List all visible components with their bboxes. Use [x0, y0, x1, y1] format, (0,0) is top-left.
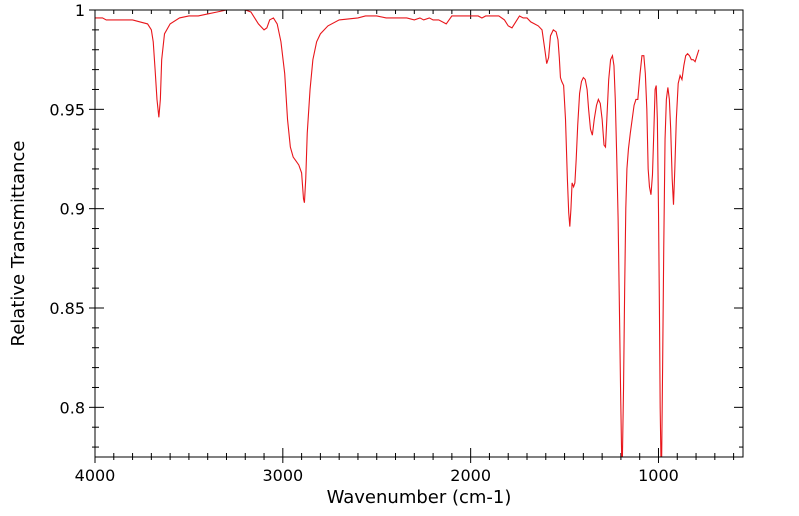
y-tick-label: 0.8 — [60, 398, 85, 417]
y-tick-label: 1 — [75, 1, 85, 20]
x-tick-label: 1000 — [638, 466, 679, 485]
x-tick-label: 2000 — [450, 466, 491, 485]
tick-labels: 4000 3000 2000 1000 0.8 0.85 0.9 0.95 1 — [49, 1, 678, 485]
y-tick-label: 0.9 — [60, 200, 85, 219]
x-axis-title: Wavenumber (cm-1) — [327, 487, 512, 508]
y-tick-label: 0.85 — [49, 299, 85, 318]
x-tick-label: 3000 — [262, 466, 303, 485]
series-line-spectrum — [95, 9, 700, 458]
plot-frame — [94, 9, 744, 458]
x-tick-label: 4000 — [75, 466, 116, 485]
y-axis-title: Relative Transmittance — [8, 141, 29, 347]
y-tick-label: 0.95 — [49, 100, 85, 119]
